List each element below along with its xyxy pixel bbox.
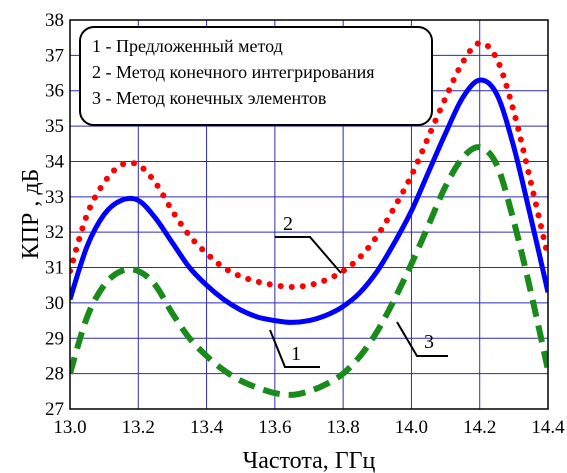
callout-3-leader [396,321,448,357]
y-tick-label: 33 [45,187,64,208]
callout-2-leader [275,236,342,274]
data-series [70,39,548,398]
x-tick-label: 14.4 [531,417,565,438]
callout-1-label: 1 [291,343,301,365]
y-tick-label: 28 [45,364,64,385]
x-tick-label: 13.6 [258,417,291,438]
y-tick-label: 29 [45,328,64,349]
x-tick-label: 13.0 [53,417,86,438]
x-tick-label: 13.4 [190,417,224,438]
y-tick-label: 36 [45,81,64,102]
callout-3: 3 [396,321,448,357]
callout-1: 1 [269,329,320,368]
y-axis-title: КПР , дБ [18,169,44,260]
y-tick-label: 34 [45,151,65,172]
legend: 1 - Предложенный метод 2 - Метод конечно… [79,26,433,126]
x-tick-label: 14.0 [395,417,428,438]
y-tick-label: 37 [45,45,64,66]
callout-2: 2 [275,213,342,274]
y-tick-label: 31 [45,258,64,279]
x-axis-title: Частота, ГГц [243,448,376,473]
y-tick-label: 27 [45,399,64,420]
x-tick-label: 13.2 [122,417,155,438]
y-tick-label: 32 [45,222,64,243]
y-tick-label: 38 [45,10,64,31]
callout-1-leader [269,329,320,368]
legend-entry-3: 3 - Метод конечных элементов [92,88,326,108]
plot-frame [69,19,549,410]
legend-entry-2: 2 - Метод конечного интегрирования [92,62,375,82]
tick-labels: 13.0 13.2 13.4 13.6 13.8 14.0 14.2 14.4 27 28 29 30… [45,10,565,438]
y-tick-label: 30 [45,293,64,314]
x-tick-label: 13.8 [327,417,360,438]
series-2-line [70,39,548,291]
series-1-line [70,77,548,325]
y-tick-label: 35 [45,116,64,137]
series-3-line [70,144,548,398]
callout-3-label: 3 [424,331,434,353]
x-tick-label: 14.2 [463,417,496,438]
legend-box [79,26,433,126]
legend-entry-1: 1 - Предложенный метод [92,36,283,56]
callout-2-label: 2 [283,213,293,235]
